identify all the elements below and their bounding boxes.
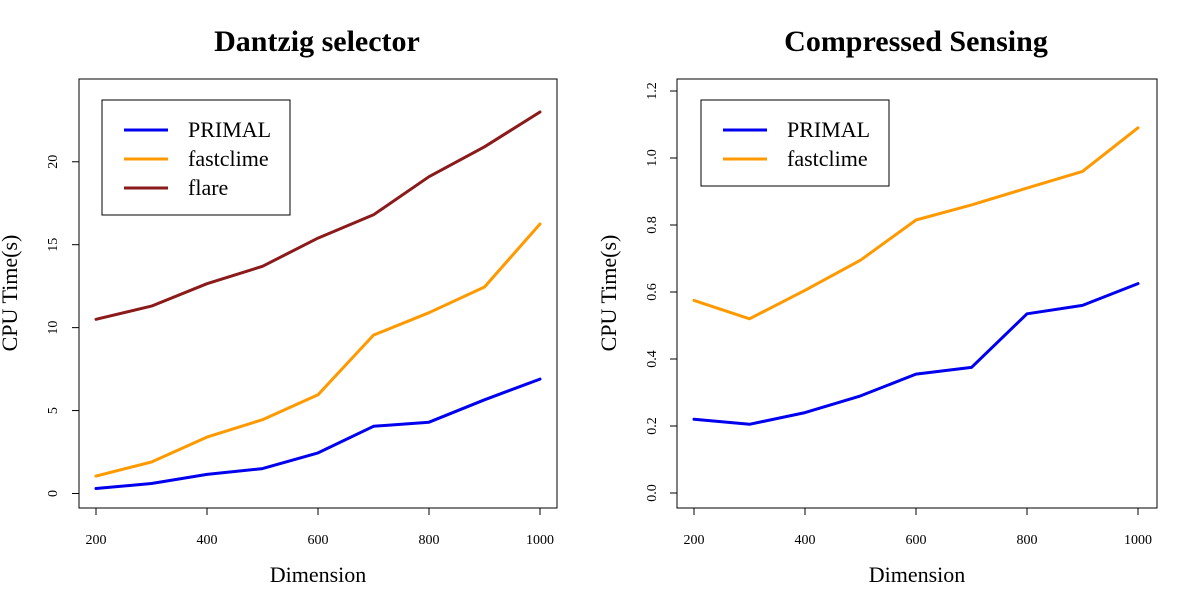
x-axis-label: Dimension — [270, 562, 367, 587]
series-line-flare — [94, 110, 542, 321]
series-line-primal — [94, 377, 542, 490]
y-tick-label: 0.6 — [645, 283, 660, 301]
plot-frame — [676, 78, 1158, 509]
compressed-sensing-chart: Compressed Sensing Dimension CPU Time(s)… — [596, 25, 1158, 587]
y-tick-label: 1.0 — [645, 149, 660, 167]
x-axis-label: Dimension — [869, 562, 966, 587]
legend-label-fastclime: fastclime — [188, 146, 269, 171]
y-axis-label: CPU Time(s) — [596, 235, 621, 352]
dantzig-selector-chart: Dantzig selector Dimension CPU Time(s) 2… — [0, 25, 558, 587]
y-tick-label: 0.0 — [645, 484, 660, 502]
x-tick-label: 400 — [795, 533, 816, 548]
x-tick-label: 600 — [906, 533, 927, 548]
series-line-fastclime — [94, 222, 542, 478]
legend: PRIMAL fastclime flare — [101, 99, 291, 216]
series-line-primal — [692, 282, 1140, 426]
y-tick-label: 10 — [46, 321, 61, 335]
x-tick-label: 200 — [684, 533, 705, 548]
x-tick-label: 800 — [1017, 533, 1038, 548]
y-tick-label: 15 — [46, 238, 61, 252]
x-tick-label: 1000 — [1124, 533, 1152, 548]
y-axis-ticks: 0 5 10 15 20 — [46, 155, 79, 497]
y-axis-ticks: 0.0 0.2 0.4 0.6 0.8 1.0 1.2 — [645, 82, 677, 502]
x-tick-label: 200 — [86, 533, 107, 548]
x-tick-label: 400 — [197, 533, 218, 548]
series-lines — [94, 110, 542, 490]
legend-label-primal: PRIMAL — [787, 117, 870, 142]
y-tick-label: 0 — [46, 490, 61, 497]
y-tick-label: 0.8 — [645, 216, 660, 234]
legend: PRIMAL fastclime — [700, 99, 890, 187]
series-lines — [692, 126, 1140, 426]
x-axis-ticks: 200 400 600 800 1000 — [86, 508, 554, 548]
legend-box — [700, 99, 890, 187]
legend-label-fastclime: fastclime — [787, 146, 868, 171]
x-tick-label: 600 — [308, 533, 329, 548]
legend-label-flare: flare — [188, 175, 228, 200]
y-tick-label: 20 — [46, 155, 61, 169]
legend-label-primal: PRIMAL — [188, 117, 271, 142]
y-tick-label: 1.2 — [645, 82, 660, 100]
x-axis-ticks: 200 400 600 800 1000 — [684, 508, 1152, 548]
x-tick-label: 800 — [419, 533, 440, 548]
y-axis-label: CPU Time(s) — [0, 235, 22, 352]
chart-title: Compressed Sensing — [784, 25, 1048, 58]
y-tick-label: 5 — [46, 407, 61, 414]
x-tick-label: 1000 — [526, 533, 554, 548]
y-tick-label: 0.4 — [645, 350, 660, 368]
series-line-fastclime — [692, 126, 1140, 321]
chart-title: Dantzig selector — [214, 25, 420, 58]
y-tick-label: 0.2 — [645, 417, 660, 435]
